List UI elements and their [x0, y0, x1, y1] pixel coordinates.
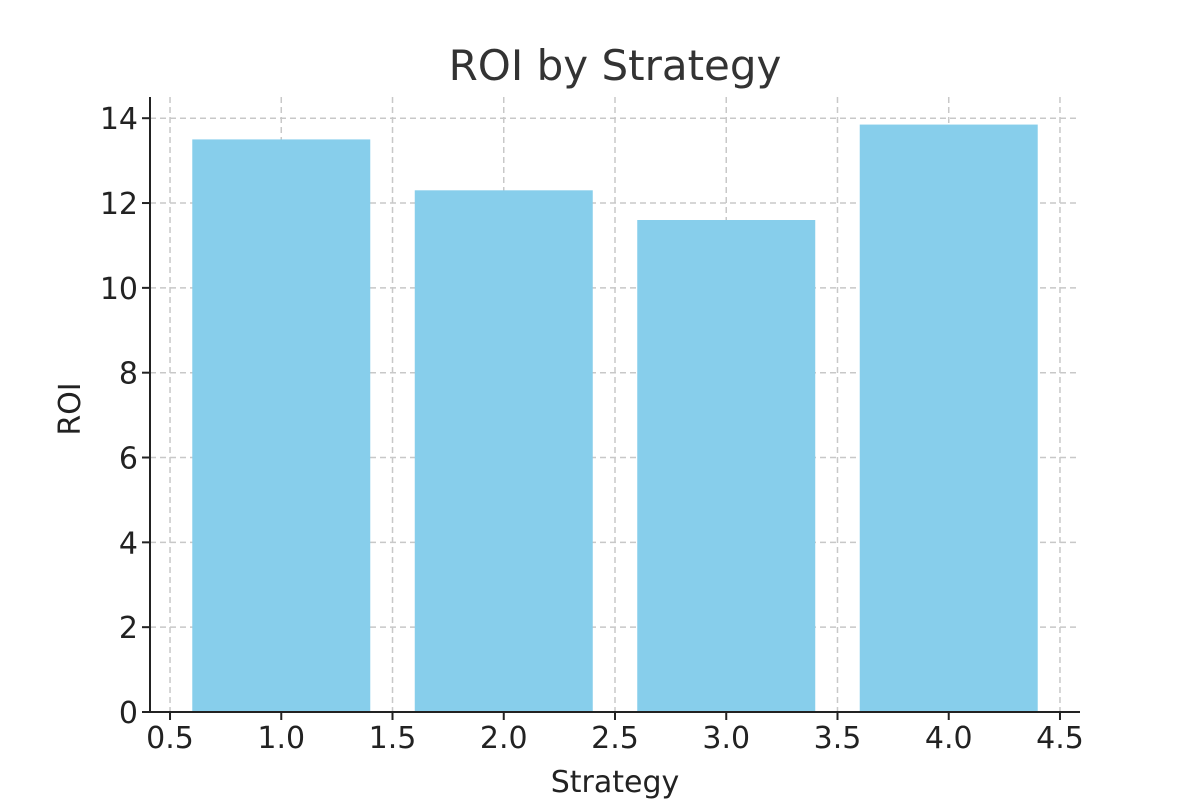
x-axis-label: Strategy	[551, 765, 680, 800]
bar-strategy-1	[192, 139, 371, 712]
y-tick-label-4: 8	[119, 357, 138, 392]
x-tick-label-8: 4.5	[1036, 721, 1084, 756]
bars	[192, 124, 1038, 712]
x-tick-label-4: 2.5	[591, 721, 639, 756]
bar-strategy-2	[414, 190, 593, 712]
x-tick-label-3: 2.0	[480, 721, 528, 756]
x-tick-label-6: 3.5	[814, 721, 862, 756]
y-tick-label-3: 6	[119, 442, 138, 477]
y-tick-label-0: 0	[119, 696, 138, 731]
x-tick-label-0: 0.5	[146, 721, 194, 756]
x-tick-label-7: 4.0	[925, 721, 973, 756]
y-tick-label-7: 14	[100, 102, 138, 137]
x-axis-ticks: 0.5 1.0 1.5 2.0 2.5 3.0 3.5 4.0 4.5	[146, 712, 1084, 756]
x-tick-label-1: 1.0	[257, 721, 305, 756]
bar-strategy-3	[637, 220, 816, 712]
y-tick-label-1: 2	[119, 611, 138, 646]
chart-title: ROI by Strategy	[449, 41, 782, 90]
y-tick-label-5: 10	[100, 272, 138, 307]
y-tick-label-2: 4	[119, 526, 138, 561]
y-tick-label-6: 12	[100, 187, 138, 222]
bar-strategy-4	[859, 124, 1038, 712]
x-tick-label-5: 3.0	[702, 721, 750, 756]
y-axis-label: ROI	[53, 382, 88, 435]
x-tick-label-2: 1.5	[369, 721, 417, 756]
y-axis-ticks: 0 2 4 6 8 10 12 14	[100, 102, 150, 731]
